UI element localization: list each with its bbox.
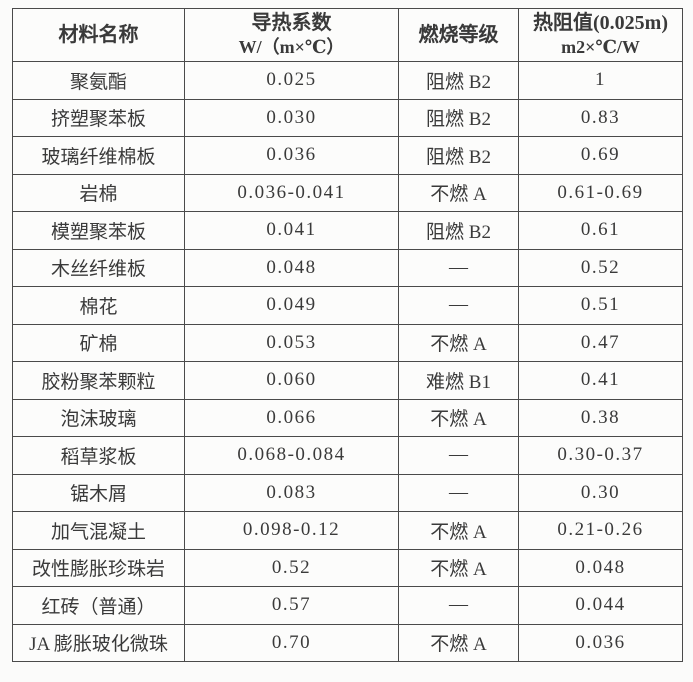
header-row: 材料名称 导热系数 W/（m×℃） 燃烧等级 热阻值(0.025m) m2×℃/… [12,8,683,62]
combustion-grade-cell: 不燃 A [398,623,519,662]
combustion-grade-cell: — [398,286,519,325]
combustion-grade-cell: — [398,436,519,475]
header-material-name: 材料名称 [12,8,185,62]
conductivity-cell: 0.068-0.084 [184,436,399,475]
thermal-resistance-cell: 0.048 [518,548,683,587]
table-row: 木丝纤维板 0.048—0.52 [12,248,683,287]
thermal-resistance-cell: 0.30 [518,473,683,512]
table-row: 锯木屑 0.083—0.30 [12,473,683,512]
conductivity-cell: 0.048 [184,248,399,287]
table-row: 泡沫玻璃 0.066 不燃 A 0.38 [12,398,683,437]
thermal-resistance-cell: 0.61-0.69 [518,173,683,212]
thermal-resistance-cell: 0.83 [518,98,683,137]
combustion-grade-cell: 阻燃 B2 [398,211,519,250]
conductivity-cell: 0.098-0.12 [184,511,399,550]
thermal-resistance-cell: 0.47 [518,323,683,362]
thermal-resistance-cell: 0.30-0.37 [518,436,683,475]
material-name-cell: 岩棉 [12,173,185,212]
table-row: 改性膨胀珍珠岩 0.52 不燃 A 0.048 [12,548,683,587]
conductivity-cell: 0.57 [184,586,399,625]
header-combustion-grade: 燃烧等级 [398,8,519,62]
combustion-grade-cell: — [398,248,519,287]
thermal-resistance-cell: 1 [518,61,683,100]
table-row: 稻草浆板 0.068-0.084—0.30-0.37 [12,436,683,475]
thermal-resistance-cell: 0.51 [518,286,683,325]
table-row: 棉花 0.049—0.51 [12,286,683,325]
combustion-grade-cell: 难燃 B1 [398,361,519,400]
combustion-grade-cell: 不燃 A [398,173,519,212]
thermal-resistance-cell: 0.21-0.26 [518,511,683,550]
header-conductivity: 导热系数 W/（m×℃） [184,8,399,62]
table-header: 材料名称 导热系数 W/（m×℃） 燃烧等级 热阻值(0.025m) m2×℃/… [12,8,683,62]
combustion-grade-cell: — [398,473,519,512]
combustion-grade-cell: 阻燃 B2 [398,61,519,100]
conductivity-cell: 0.52 [184,548,399,587]
table-row: 加气混凝土 0.098-0.12 不燃 A 0.21-0.26 [12,511,683,550]
conductivity-cell: 0.025 [184,61,399,100]
material-name-cell: 挤塑聚苯板 [12,98,185,137]
table-row: JA 膨胀玻化微珠 0.70 不燃 A 0.036 [12,623,683,662]
conductivity-cell: 0.083 [184,473,399,512]
table-row: 红砖（普通） 0.57—0.044 [12,586,683,625]
material-name-cell: 稻草浆板 [12,436,185,475]
conductivity-cell: 0.036-0.041 [184,173,399,212]
conductivity-cell: 0.030 [184,98,399,137]
table-row: 岩棉 0.036-0.041 不燃 A 0.61-0.69 [12,173,683,212]
combustion-grade-cell: 阻燃 B2 [398,136,519,175]
thermal-resistance-cell: 0.52 [518,248,683,287]
combustion-grade-cell: 阻燃 B2 [398,98,519,137]
material-name-cell: 玻璃纤维棉板 [12,136,185,175]
material-name-cell: 模塑聚苯板 [12,211,185,250]
conductivity-cell: 0.060 [184,361,399,400]
table-row: 胶粉聚苯颗粒 0.060 难燃 B1 0.41 [12,361,683,400]
conductivity-cell: 0.066 [184,398,399,437]
header-unit: m2×℃/W [561,37,640,58]
table-row: 模塑聚苯板 0.041 阻燃 B2 0.61 [12,211,683,250]
combustion-grade-cell: 不燃 A [398,398,519,437]
material-name-cell: 胶粉聚苯颗粒 [12,361,185,400]
conductivity-cell: 0.036 [184,136,399,175]
thermal-resistance-cell: 0.69 [518,136,683,175]
material-name-cell: 棉花 [12,286,185,325]
header-label: 热阻值(0.025m) [533,12,668,35]
header-label: 材料名称 [58,23,139,46]
thermal-resistance-cell: 0.044 [518,586,683,625]
material-name-cell: 红砖（普通） [12,586,185,625]
table-body: 聚氨酯 0.025 阻燃 B2 1 挤塑聚苯板 0.030 阻燃 B2 0.83 玻璃纤维棉板 0… [12,61,683,662]
material-name-cell: 木丝纤维板 [12,248,185,287]
materials-table: 材料名称 导热系数 W/（m×℃） 燃烧等级 热阻值(0.025m) m2×℃/… [12,8,683,662]
table-row: 矿棉 0.053 不燃 A 0.47 [12,323,683,362]
material-name-cell: 改性膨胀珍珠岩 [12,548,185,587]
material-name-cell: 加气混凝土 [12,511,185,550]
conductivity-cell: 0.053 [184,323,399,362]
table-row: 玻璃纤维棉板 0.036 阻燃 B2 0.69 [12,136,683,175]
material-name-cell: 聚氨酯 [12,61,185,100]
combustion-grade-cell: 不燃 A [398,511,519,550]
header-label: 燃烧等级 [418,23,499,46]
document-page: 材料名称 导热系数 W/（m×℃） 燃烧等级 热阻值(0.025m) m2×℃/… [12,8,683,662]
table-row: 挤塑聚苯板 0.030 阻燃 B2 0.83 [12,98,683,137]
thermal-resistance-cell: 0.61 [518,211,683,250]
header-thermal-resistance: 热阻值(0.025m) m2×℃/W [518,8,683,62]
thermal-resistance-cell: 0.38 [518,398,683,437]
header-label: 导热系数 [251,12,332,35]
combustion-grade-cell: — [398,586,519,625]
material-name-cell: 泡沫玻璃 [12,398,185,437]
conductivity-cell: 0.041 [184,211,399,250]
combustion-grade-cell: 不燃 A [398,323,519,362]
material-name-cell: 锯木屑 [12,473,185,512]
thermal-resistance-cell: 0.036 [518,623,683,662]
header-unit: W/（m×℃） [238,37,345,58]
table-row: 聚氨酯 0.025 阻燃 B2 1 [12,61,683,100]
material-name-cell: 矿棉 [12,323,185,362]
material-name-cell: JA 膨胀玻化微珠 [12,623,185,662]
combustion-grade-cell: 不燃 A [398,548,519,587]
conductivity-cell: 0.049 [184,286,399,325]
thermal-resistance-cell: 0.41 [518,361,683,400]
conductivity-cell: 0.70 [184,623,399,662]
